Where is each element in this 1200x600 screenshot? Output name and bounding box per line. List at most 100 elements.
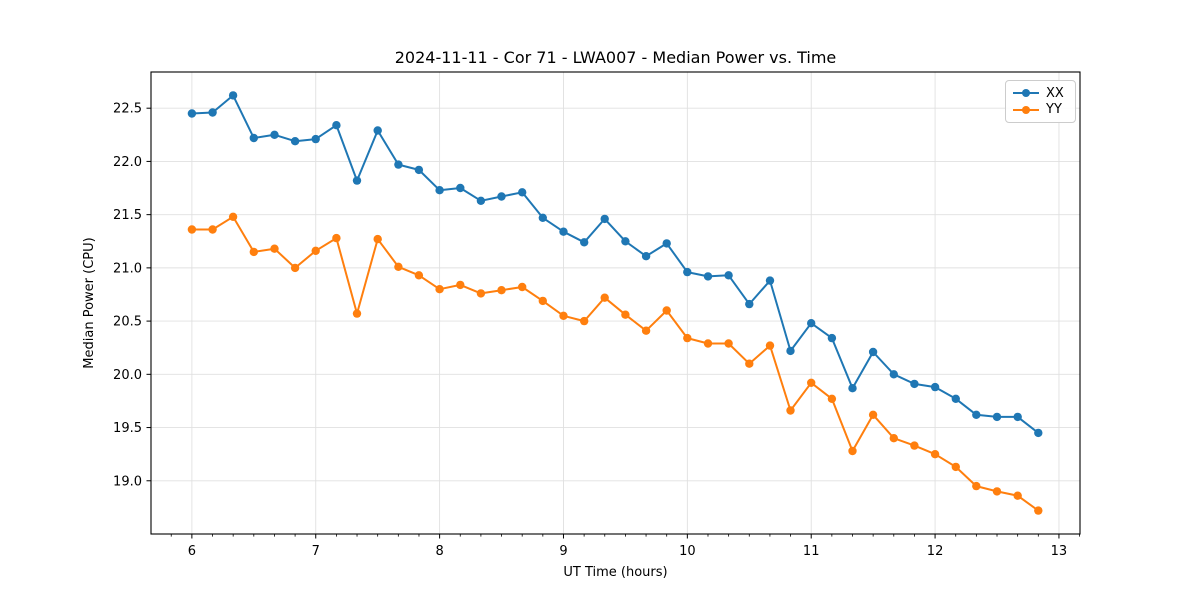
data-point-yy xyxy=(456,280,465,290)
chart-title: 2024-11-11 - Cor 71 - LWA007 - Median Po… xyxy=(394,48,837,67)
data-point-xx xyxy=(868,347,878,357)
series-line-yy xyxy=(191,215,1039,512)
data-point-xx xyxy=(352,176,362,185)
data-point-yy xyxy=(187,225,197,234)
data-point-yy xyxy=(518,282,527,292)
data-point-xx xyxy=(414,165,424,175)
data-point-xx xyxy=(786,346,795,356)
legend-item-yy: YY xyxy=(1013,103,1067,116)
data-point-yy xyxy=(807,378,816,387)
data-point-yy xyxy=(662,306,671,315)
data-point-xx xyxy=(848,384,857,393)
data-point-xx xyxy=(910,379,919,389)
data-point-yy xyxy=(394,262,403,271)
x-tick-label: 11 xyxy=(803,544,820,559)
data-point-xx xyxy=(1034,428,1043,438)
data-point-yy xyxy=(724,339,733,348)
data-point-yy xyxy=(641,326,651,335)
y-tick-label: 22.0 xyxy=(113,155,142,170)
gridlines xyxy=(151,72,1080,534)
y-tick-label: 20.5 xyxy=(113,315,142,330)
x-tick-label: 13 xyxy=(1051,544,1068,559)
data-point-xx xyxy=(930,382,940,392)
data-point-xx xyxy=(951,394,960,403)
data-point-yy xyxy=(373,234,382,244)
data-point-xx xyxy=(807,319,816,328)
data-point-yy xyxy=(352,309,362,318)
data-point-xx xyxy=(290,137,300,146)
data-point-xx xyxy=(270,130,279,139)
data-point-xx xyxy=(373,126,382,135)
y-tick-label: 20.0 xyxy=(113,368,142,383)
data-point-xx xyxy=(394,160,403,169)
data-point-xx xyxy=(249,133,258,143)
data-point-xx xyxy=(889,370,898,379)
data-point-yy xyxy=(848,446,857,456)
x-tick-label: 8 xyxy=(435,544,443,559)
data-point-xx xyxy=(497,192,506,201)
data-point-yy xyxy=(270,244,279,253)
data-point-yy xyxy=(228,212,238,221)
data-point-yy xyxy=(1034,506,1043,515)
data-point-yy xyxy=(538,296,547,306)
x-axis-label: UT Time (hours) xyxy=(563,565,668,580)
data-point-xx xyxy=(538,213,547,222)
data-point-xx xyxy=(972,410,981,419)
data-point-yy xyxy=(745,359,754,368)
legend-label-yy: YY xyxy=(1046,102,1062,118)
y-tick-label: 19.0 xyxy=(113,474,142,489)
data-point-xx xyxy=(435,186,444,195)
data-point-yy xyxy=(889,434,898,443)
data-point-yy xyxy=(786,406,795,415)
data-point-xx xyxy=(827,333,837,343)
y-tick-label: 21.5 xyxy=(113,208,142,223)
data-point-yy xyxy=(992,487,1002,496)
data-point-yy xyxy=(580,316,589,326)
data-point-xx xyxy=(683,267,692,277)
x-tick-label: 10 xyxy=(679,544,696,559)
x-tick-label: 9 xyxy=(559,544,567,559)
data-point-yy xyxy=(1013,491,1022,500)
data-point-xx xyxy=(332,121,341,130)
data-point-xx xyxy=(745,299,754,309)
data-point-yy xyxy=(208,225,217,234)
data-point-xx xyxy=(724,271,733,280)
legend-line-marker-xx-icon xyxy=(1013,89,1039,98)
data-point-yy xyxy=(414,271,424,280)
data-point-xx xyxy=(559,227,568,236)
data-point-xx xyxy=(621,237,630,246)
plot-border xyxy=(150,71,1081,535)
data-point-yy xyxy=(972,481,981,491)
legend: XX YY xyxy=(1005,80,1076,123)
data-point-yy xyxy=(951,462,960,472)
data-point-yy xyxy=(290,263,300,273)
data-point-yy xyxy=(930,450,940,459)
series-yy xyxy=(187,212,1043,515)
data-point-xx xyxy=(476,196,486,205)
data-point-xx xyxy=(641,252,651,261)
data-point-xx xyxy=(518,188,527,197)
data-point-yy xyxy=(765,341,775,350)
x-tick-label: 6 xyxy=(188,544,196,559)
y-tick-label: 21.0 xyxy=(113,261,142,276)
data-point-yy xyxy=(559,311,568,320)
data-point-xx xyxy=(600,214,609,224)
data-point-yy xyxy=(703,339,713,348)
data-point-xx xyxy=(580,238,589,247)
data-point-xx xyxy=(228,91,238,100)
legend-label-xx: XX xyxy=(1046,85,1064,101)
data-point-xx xyxy=(1013,412,1022,422)
data-point-yy xyxy=(621,310,630,319)
data-point-xx xyxy=(187,109,197,118)
x-tick-label: 12 xyxy=(927,544,944,559)
data-point-xx xyxy=(311,134,320,144)
data-point-yy xyxy=(910,441,919,450)
legend-item-xx: XX xyxy=(1013,87,1067,100)
data-point-yy xyxy=(476,289,486,298)
data-point-yy xyxy=(497,286,506,295)
data-point-yy xyxy=(600,293,609,302)
data-point-yy xyxy=(249,247,258,257)
data-point-yy xyxy=(827,394,837,403)
data-point-yy xyxy=(332,233,341,243)
